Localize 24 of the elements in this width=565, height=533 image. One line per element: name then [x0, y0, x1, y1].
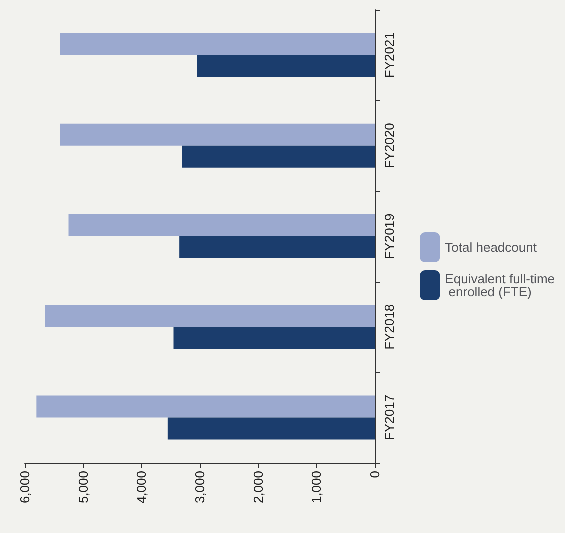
- bar: [45, 305, 375, 328]
- y-tick-label: FY2017: [382, 394, 397, 440]
- bar: [180, 236, 375, 258]
- bar: [36, 396, 375, 418]
- x-tick-label: 4,000: [134, 471, 150, 504]
- y-tick-label: FY2019: [382, 214, 397, 260]
- bar: [168, 418, 375, 440]
- bar: [174, 327, 375, 350]
- legend-label: Equivalent full-time enrolled (FTE): [445, 272, 555, 300]
- bar: [197, 55, 375, 78]
- x-tick-label: 2,000: [250, 471, 266, 504]
- x-tick-label: 1,000: [309, 471, 324, 504]
- y-tick-label: FY2018: [382, 304, 397, 350]
- y-tick-label: FY2020: [382, 123, 397, 169]
- x-tick-label: 6,000: [18, 471, 32, 504]
- bar: [182, 146, 375, 168]
- x-tick-label: 0: [368, 471, 382, 478]
- legend-label: Total headcount: [445, 240, 538, 255]
- y-tick-label: FY2021: [382, 32, 397, 78]
- x-tick-label: 5,000: [76, 471, 91, 504]
- x-tick-label: 3,000: [192, 471, 208, 504]
- bar: [60, 33, 375, 56]
- bar: [68, 214, 375, 236]
- bar: [60, 124, 375, 146]
